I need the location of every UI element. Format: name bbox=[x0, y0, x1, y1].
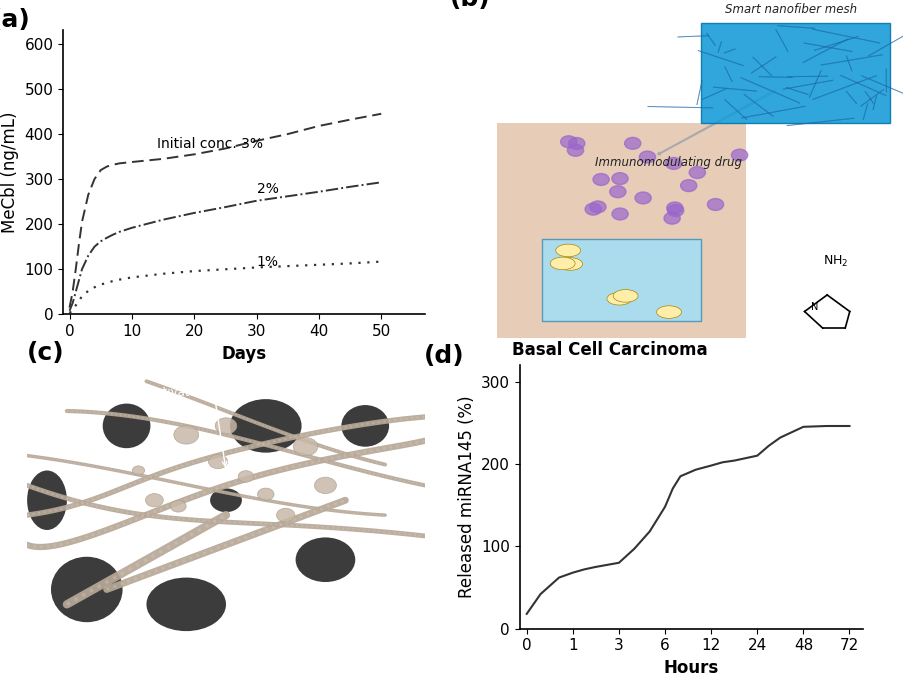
Circle shape bbox=[276, 508, 294, 522]
Circle shape bbox=[215, 418, 237, 434]
Text: Immunomodulating drug: Immunomodulating drug bbox=[595, 155, 741, 169]
Polygon shape bbox=[497, 123, 745, 338]
Circle shape bbox=[132, 466, 144, 475]
Circle shape bbox=[666, 205, 683, 216]
Bar bbox=[700, 23, 889, 123]
Text: $\mathregular{NH_2}$: $\mathregular{NH_2}$ bbox=[823, 254, 848, 269]
Text: N: N bbox=[811, 302, 818, 312]
Ellipse shape bbox=[229, 399, 302, 453]
Y-axis label: MeCbl (ng/mL): MeCbl (ng/mL) bbox=[1, 112, 19, 233]
Circle shape bbox=[257, 488, 274, 500]
Text: (d): (d) bbox=[424, 344, 464, 368]
Text: (a): (a) bbox=[0, 7, 31, 32]
Circle shape bbox=[611, 172, 628, 185]
Circle shape bbox=[592, 174, 609, 185]
Ellipse shape bbox=[656, 306, 681, 318]
X-axis label: Days: Days bbox=[221, 345, 266, 362]
Text: 1%: 1% bbox=[256, 255, 278, 269]
Circle shape bbox=[145, 493, 163, 507]
Circle shape bbox=[314, 477, 336, 493]
Text: (c): (c) bbox=[27, 341, 65, 366]
Ellipse shape bbox=[557, 258, 582, 270]
Circle shape bbox=[170, 500, 186, 512]
Y-axis label: Released miRNA145 (%): Released miRNA145 (%) bbox=[457, 395, 475, 598]
Bar bbox=[542, 239, 700, 322]
Circle shape bbox=[173, 425, 199, 444]
Circle shape bbox=[666, 202, 683, 214]
FancyArrowPatch shape bbox=[657, 90, 775, 155]
Circle shape bbox=[688, 166, 704, 178]
Circle shape bbox=[568, 137, 584, 149]
Text: (b): (b) bbox=[450, 0, 490, 11]
Ellipse shape bbox=[341, 405, 388, 447]
Text: 1μm: 1μm bbox=[340, 612, 366, 623]
Circle shape bbox=[634, 192, 650, 204]
Ellipse shape bbox=[51, 557, 123, 622]
Ellipse shape bbox=[146, 577, 226, 631]
Circle shape bbox=[638, 151, 655, 163]
Circle shape bbox=[560, 136, 576, 148]
Circle shape bbox=[609, 186, 625, 197]
Circle shape bbox=[680, 180, 696, 191]
Ellipse shape bbox=[550, 257, 574, 270]
Ellipse shape bbox=[295, 537, 355, 582]
Ellipse shape bbox=[209, 488, 242, 512]
Text: Initial conc. 3%: Initial conc. 3% bbox=[156, 137, 263, 151]
Text: 2%: 2% bbox=[256, 182, 278, 195]
Circle shape bbox=[706, 199, 722, 210]
Text: Inactivated viral particles: Inactivated viral particles bbox=[138, 386, 289, 466]
Ellipse shape bbox=[606, 293, 631, 305]
Ellipse shape bbox=[612, 289, 638, 302]
Circle shape bbox=[209, 454, 228, 468]
Text: Smart nanofiber mesh: Smart nanofiber mesh bbox=[724, 3, 856, 16]
X-axis label: Hours: Hours bbox=[663, 659, 719, 676]
Circle shape bbox=[293, 437, 317, 456]
Text: Basal Cell Carcinoma: Basal Cell Carcinoma bbox=[512, 341, 707, 358]
Circle shape bbox=[611, 208, 628, 220]
Ellipse shape bbox=[27, 470, 67, 530]
Circle shape bbox=[584, 203, 600, 215]
Ellipse shape bbox=[555, 244, 580, 257]
Circle shape bbox=[589, 201, 605, 213]
Circle shape bbox=[567, 145, 583, 156]
Circle shape bbox=[663, 212, 679, 224]
Circle shape bbox=[665, 158, 681, 170]
Circle shape bbox=[624, 137, 640, 149]
Circle shape bbox=[237, 470, 254, 482]
Ellipse shape bbox=[103, 404, 150, 448]
Circle shape bbox=[731, 149, 747, 161]
